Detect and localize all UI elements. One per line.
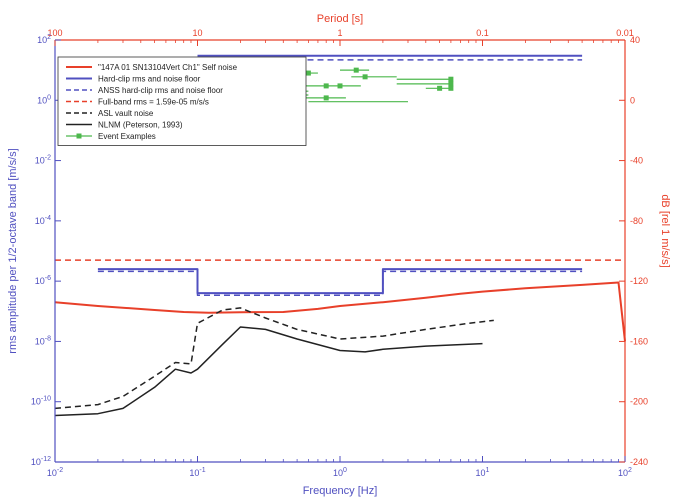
- series-2-line: [97, 270, 583, 297]
- x-tick-label-2: 100: [333, 467, 347, 478]
- top-tick-label-0: 100: [47, 28, 62, 38]
- series-6-marker-10-0: [437, 85, 443, 91]
- series-4-line: [54, 307, 494, 410]
- series-6-marker-1-2: [337, 83, 343, 89]
- series-6-marker-1-1: [323, 83, 329, 89]
- legend: "147A 01 SN13104Vert Ch1" Self noise Hard…: [57, 56, 307, 146]
- top-tick-label-3: 0.1: [476, 28, 489, 38]
- legend-box: [57, 56, 307, 146]
- x-tick-label-3: 101: [476, 467, 490, 478]
- legend-label-4: ASL vault noise: [98, 109, 154, 118]
- y2-tick-label-2: -40: [630, 156, 643, 166]
- x-tick-label-1: 10-1: [189, 467, 205, 478]
- y2-tick-label-5: -160: [630, 336, 648, 346]
- y-tick-label-0: 10-12: [31, 456, 51, 467]
- series-6-marker-10-1: [448, 85, 454, 91]
- x-axis-title: Frequency [Hz]: [303, 485, 378, 497]
- series-6-marker-6-0: [353, 67, 359, 73]
- y-tick-label-3: 10-6: [35, 275, 51, 286]
- y-tick-label-2: 10-8: [35, 335, 51, 346]
- legend-label-2: ANSS hard-clip rms and noise floor: [98, 86, 223, 95]
- legend-label-0: "147A 01 SN13104Vert Ch1" Self noise: [98, 63, 238, 72]
- y2-tick-label-7: -240: [630, 457, 648, 467]
- x-tick-label-4: 102: [618, 467, 632, 478]
- legend-label-3: Full-band rms = 1.59e-05 m/s/s: [98, 98, 209, 107]
- top-tick-label-2: 1: [337, 28, 342, 38]
- top-tick-label-1: 10: [192, 28, 202, 38]
- y-tick-label-4: 10-4: [35, 215, 51, 226]
- series-0-line: [54, 281, 626, 342]
- y2-axis-title: dB [rel 1 m/s/s]: [659, 194, 671, 267]
- series-5-line: [54, 326, 483, 417]
- series-6-marker-0-1: [305, 70, 311, 76]
- y-tick-label-6: 100: [37, 94, 51, 105]
- y-tick-label-1: 10-10: [31, 396, 51, 407]
- legend-marker-6: [76, 133, 82, 139]
- series-6-marker-7-0: [362, 74, 368, 80]
- y2-tick-label-4: -120: [630, 276, 648, 286]
- y2-tick-label-3: -80: [630, 216, 643, 226]
- y2-tick-label-1: 0: [630, 95, 635, 105]
- x-tick-label-0: 10-2: [47, 467, 63, 478]
- top-axis-title: Period [s]: [317, 13, 363, 25]
- top-tick-label-4: 0.01: [616, 28, 634, 38]
- y-tick-label-5: 10-2: [35, 155, 51, 166]
- series-6-marker-9-0: [448, 81, 454, 87]
- series-6-marker-8-0: [448, 76, 454, 82]
- y-tick-label-7: 102: [37, 34, 51, 45]
- legend-label-6: Event Examples: [98, 132, 156, 141]
- y2-tick-label-6: -200: [630, 397, 648, 407]
- series-1-line: [97, 268, 583, 295]
- y-axis-title: rms amplitude per 1/2-octave band [m/s/s…: [7, 148, 19, 353]
- legend-label-1: Hard-clip rms and noise floor: [98, 75, 201, 84]
- series-6-marker-4-0: [323, 95, 329, 101]
- y2-tick-label-0: 40: [630, 35, 640, 45]
- legend-label-5: NLNM (Peterson, 1993): [98, 121, 183, 130]
